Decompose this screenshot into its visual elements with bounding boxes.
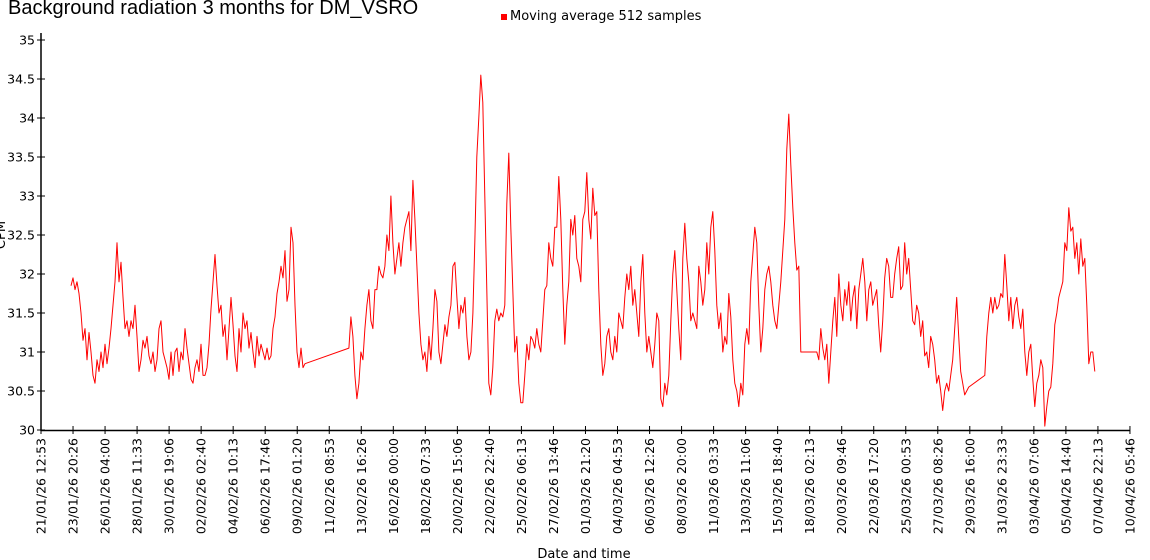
x-tick-label: 06/02/26 17:46 — [258, 438, 273, 534]
y-tick-label: 35 — [19, 33, 35, 48]
x-tick-label: 21/01/26 12:53 — [34, 438, 49, 534]
y-tick-label: 32 — [19, 267, 35, 282]
x-tick-label: 09/02/26 01:20 — [290, 438, 305, 534]
x-tick-label: 28/01/26 11:33 — [130, 438, 145, 534]
y-tick-label: 31.5 — [7, 306, 35, 321]
x-tick-label: 30/01/26 19:06 — [162, 438, 177, 534]
legend: Moving average 512 samples — [501, 9, 701, 24]
x-tick-label: 27/02/26 13:46 — [546, 438, 561, 534]
x-tick-label: 25/03/26 00:53 — [898, 438, 913, 534]
x-tick-label: 18/02/26 07:33 — [418, 438, 433, 534]
x-tick-label: 05/04/26 14:40 — [1058, 438, 1073, 534]
x-tick-label: 03/04/26 07:06 — [1026, 438, 1041, 534]
x-tick-label: 13/03/26 11:06 — [738, 438, 753, 534]
y-tick-label: 34.5 — [7, 72, 35, 87]
series-layer — [70, 74, 1096, 427]
x-tick-label: 26/01/26 04:00 — [98, 438, 113, 534]
x-tick-label: 15/03/26 18:40 — [770, 438, 785, 534]
y-tick-label: 30 — [19, 423, 35, 438]
y-ticks: 30 30.5 31 31.5 32 32.5 33 33.5 34 34.5 35 — [7, 33, 45, 438]
x-tick-label: 01/03/26 21:20 — [578, 438, 593, 534]
axes-layer — [40, 33, 1130, 432]
x-tick-label: 23/01/26 20:26 — [66, 438, 81, 534]
y-tick-label: 33.5 — [7, 150, 35, 165]
y-tick-label: 32.5 — [7, 228, 35, 243]
x-tick-label: 29/03/26 16:00 — [962, 438, 977, 534]
chart-title: Background radiation 3 months for DM_VSR… — [8, 0, 419, 19]
x-tick-label: 04/02/26 10:13 — [226, 438, 241, 534]
x-tick-label: 07/04/26 22:13 — [1090, 438, 1105, 534]
x-tick-label: 11/02/26 08:53 — [322, 438, 337, 534]
x-tick-label: 20/03/26 09:46 — [834, 438, 849, 534]
x-tick-label: 22/02/26 22:40 — [482, 438, 497, 534]
x-tick-label: 20/02/26 15:06 — [450, 438, 465, 534]
y-tick-label: 33 — [19, 189, 35, 204]
x-ticks: 21/01/26 12:53 23/01/26 20:26 26/01/26 04:… — [34, 426, 1137, 534]
x-tick-label: 11/03/26 03:33 — [706, 438, 721, 534]
y-tick-label: 31 — [19, 345, 35, 360]
x-axis-title: Date and time — [537, 547, 630, 560]
y-tick-label: 34 — [19, 111, 35, 126]
x-tick-label: 04/03/26 04:53 — [610, 438, 625, 534]
x-tick-label: 16/02/26 00:00 — [386, 438, 401, 534]
x-tick-label: 13/02/26 16:26 — [354, 438, 369, 534]
legend-label-moving-average: Moving average 512 samples — [510, 9, 702, 24]
x-tick-label: 22/03/26 17:20 — [866, 438, 881, 534]
x-tick-label: 06/03/26 12:26 — [642, 438, 657, 534]
x-tick-label: 27/03/26 08:26 — [930, 438, 945, 534]
x-tick-label: 25/02/26 06:13 — [514, 438, 529, 534]
x-tick-label: 18/03/26 02:13 — [802, 438, 817, 534]
x-tick-label: 31/03/26 23:33 — [994, 438, 1009, 534]
x-tick-label: 10/04/26 05:46 — [1122, 438, 1137, 534]
legend-swatch-moving-average — [501, 13, 507, 20]
y-axis-title: CPM — [0, 221, 9, 249]
series-line-moving-average — [70, 74, 1096, 427]
y-tick-label: 30.5 — [7, 384, 35, 399]
x-tick-label: 02/02/26 02:40 — [194, 438, 209, 534]
x-tick-label: 08/03/26 20:00 — [674, 438, 689, 534]
